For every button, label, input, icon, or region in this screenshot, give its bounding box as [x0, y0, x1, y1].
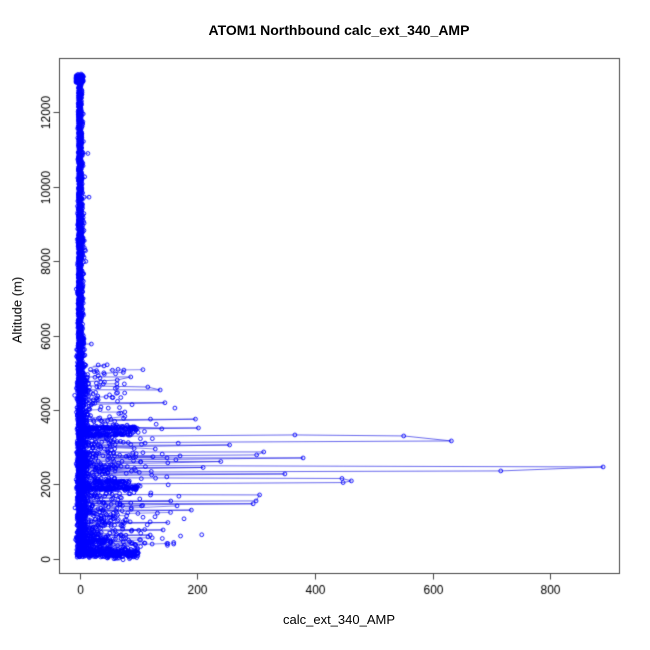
chart-title: ATOM1 Northbound calc_ext_340_AMP — [208, 22, 470, 38]
y-axis-label: Altitude (m) — [9, 276, 25, 344]
x-axis-label: calc_ext_340_AMP — [282, 612, 395, 627]
